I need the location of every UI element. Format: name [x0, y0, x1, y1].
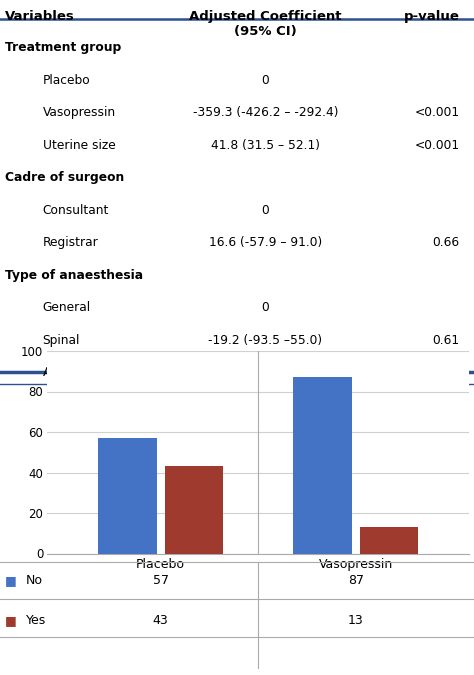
Text: 0.04: 0.04	[433, 366, 460, 379]
Text: General: General	[43, 301, 91, 314]
Text: Vasopressin: Vasopressin	[43, 106, 116, 119]
Text: -11.5 (-22.2 – 0.68): -11.5 (-22.2 – 0.68)	[207, 366, 324, 379]
Bar	[98, 438, 157, 554]
Text: -359.3 (-426.2 – -292.4): -359.3 (-426.2 – -292.4)	[193, 106, 338, 119]
Text: Age: Age	[43, 366, 66, 379]
Text: 41.8 (31.5 – 52.1): 41.8 (31.5 – 52.1)	[211, 138, 320, 152]
Text: Uterine size: Uterine size	[43, 138, 115, 152]
Text: 87: 87	[348, 574, 364, 587]
Text: Consultant: Consultant	[43, 204, 109, 217]
Text: No: No	[26, 574, 43, 587]
Text: Spinal: Spinal	[43, 333, 80, 346]
Text: p-value: p-value	[404, 10, 460, 23]
Text: <0.001: <0.001	[415, 106, 460, 119]
Text: 0: 0	[262, 204, 269, 217]
Text: ■: ■	[5, 614, 17, 626]
Text: Yes: Yes	[26, 614, 46, 626]
Text: Treatment group: Treatment group	[5, 41, 121, 54]
Bar	[164, 466, 223, 554]
Text: 43: 43	[153, 614, 169, 626]
Text: 0: 0	[262, 74, 269, 86]
Text: ■: ■	[5, 574, 17, 587]
Text: 13: 13	[348, 614, 364, 626]
Text: 0.66: 0.66	[433, 236, 460, 249]
Text: 57: 57	[153, 574, 169, 587]
Text: Registrar: Registrar	[43, 236, 99, 249]
Text: -19.2 (-93.5 –55.0): -19.2 (-93.5 –55.0)	[209, 333, 322, 346]
Text: <0.001: <0.001	[415, 138, 460, 152]
Text: 0: 0	[262, 301, 269, 314]
Text: Placebo: Placebo	[43, 74, 91, 86]
Bar	[360, 527, 419, 554]
Text: Variables: Variables	[5, 10, 74, 23]
Text: 0.61: 0.61	[433, 333, 460, 346]
Bar	[293, 377, 352, 554]
Text: Type of anaesthesia: Type of anaesthesia	[5, 269, 143, 281]
Text: 16.6 (-57.9 – 91.0): 16.6 (-57.9 – 91.0)	[209, 236, 322, 249]
Text: Adjusted Coefficient
(95% CI): Adjusted Coefficient (95% CI)	[189, 10, 342, 38]
Text: Cadre of surgeon: Cadre of surgeon	[5, 171, 124, 184]
